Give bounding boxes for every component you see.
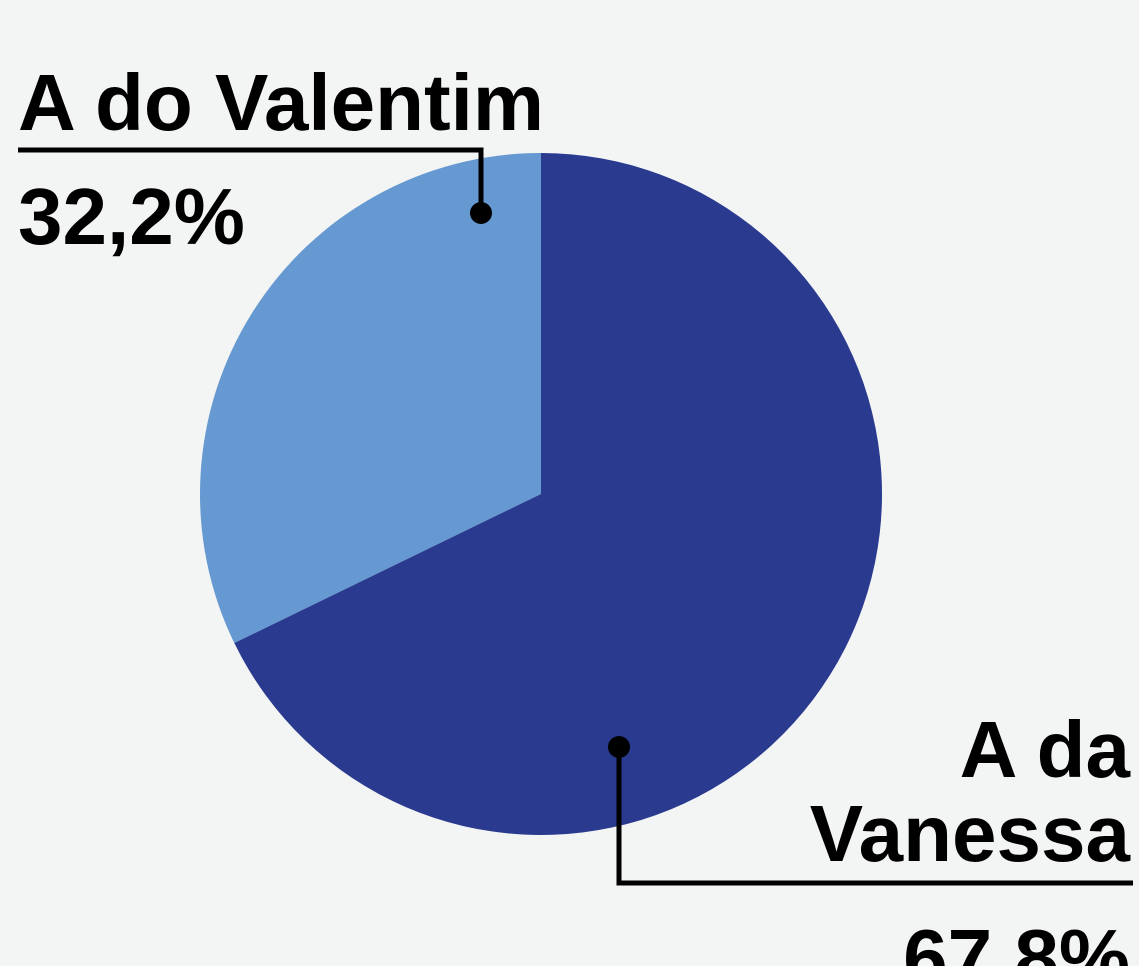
slice-value-label: 32,2% <box>18 172 245 261</box>
slice-label: A da Vanessa <box>810 705 1131 878</box>
slice-value-label: 67,8% <box>903 913 1130 966</box>
pie-slice <box>234 153 883 835</box>
pie <box>200 153 883 835</box>
slice-label: A do Valentim <box>18 58 544 147</box>
leader-dot <box>608 736 630 758</box>
pie-slice <box>200 153 541 644</box>
leader-line <box>616 747 1133 886</box>
leader-line <box>18 147 484 213</box>
leader-dot <box>470 202 492 224</box>
